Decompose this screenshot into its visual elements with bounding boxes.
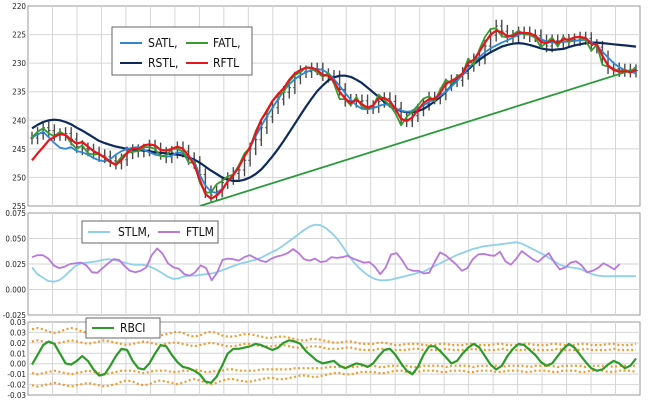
y-tick-label: 0.025 xyxy=(5,260,26,269)
y-tick-label: 245 xyxy=(12,145,26,154)
y-tick-label: 0.050 xyxy=(5,235,26,244)
oscillator-lines xyxy=(31,223,636,283)
y-tick-label: 225 xyxy=(12,31,26,40)
rbci-legend: RBCI xyxy=(85,317,161,339)
y-tick-label: 0.02 xyxy=(10,339,26,348)
legend-label-ftlm: FTLM xyxy=(186,225,214,239)
series-line-rftl xyxy=(31,29,637,200)
price-legend: SATL, FATL, RSTL, RFTL xyxy=(111,26,253,76)
legend-label-satl: SATL, xyxy=(148,36,178,50)
price-y-axis: 220 225 230 235 240 245 250 255 xyxy=(12,2,26,211)
legend-label-fatl: FATL, xyxy=(213,36,241,50)
y-tick-label: -0.02 xyxy=(7,381,26,390)
y-tick-label: 0.01 xyxy=(10,349,26,358)
price-panel: 220 225 230 235 240 245 250 255 SATL, FATL, RST… xyxy=(12,2,641,211)
y-tick-label: 230 xyxy=(12,59,26,68)
series-line-band_l1 xyxy=(31,364,636,376)
y-tick-label: 0.03 xyxy=(10,328,26,337)
legend-label-stlm: STLM, xyxy=(118,225,150,239)
price-legend-box xyxy=(111,26,253,76)
trend-line xyxy=(199,67,637,206)
oscillator-panel: 0.075 0.050 0.025 0.000 -0.025 STLM, FTLM xyxy=(3,209,641,320)
y-tick-label: 255 xyxy=(12,202,26,211)
y-tick-label: 0.075 xyxy=(5,209,26,218)
y-tick-label: -0.01 xyxy=(7,370,26,379)
y-tick-label: 220 xyxy=(12,2,26,11)
series-line-rbci xyxy=(31,339,637,384)
rbci-y-axis: 0.030.03 0.020.01 0.00-0.01 -0.02-0.03 xyxy=(7,318,26,400)
series-line-band_u1 xyxy=(31,339,636,352)
legend-label-rstl: RSTL, xyxy=(148,56,178,70)
rbci-panel: 0.030.03 0.020.01 0.00-0.01 -0.02-0.03 RBCI xyxy=(7,317,641,400)
series-line-ftlm xyxy=(31,247,621,282)
y-tick-label: 0.03 xyxy=(10,318,26,327)
y-tick-label: -0.03 xyxy=(7,391,26,400)
y-tick-label: 235 xyxy=(12,88,26,97)
series-line-stlm xyxy=(31,223,636,283)
legend-label-rbci: RBCI xyxy=(120,321,145,335)
y-tick-label: 0.00 xyxy=(10,360,26,369)
y-tick-label: 0.000 xyxy=(5,286,26,295)
oscillator-legend: STLM, FTLM xyxy=(81,220,219,244)
oscillator-legend-box xyxy=(81,220,219,244)
rbci-legend-box xyxy=(85,317,161,339)
series-line-band_l2 xyxy=(31,369,637,388)
legend-label-rftl: RFTL xyxy=(213,56,239,70)
oscillator-y-axis: 0.075 0.050 0.025 0.000 -0.025 xyxy=(3,209,27,320)
y-tick-label: 250 xyxy=(12,173,26,182)
y-tick-label: 240 xyxy=(12,116,26,125)
y-tick-label: -0.025 xyxy=(3,311,26,320)
price-lines xyxy=(31,27,637,206)
